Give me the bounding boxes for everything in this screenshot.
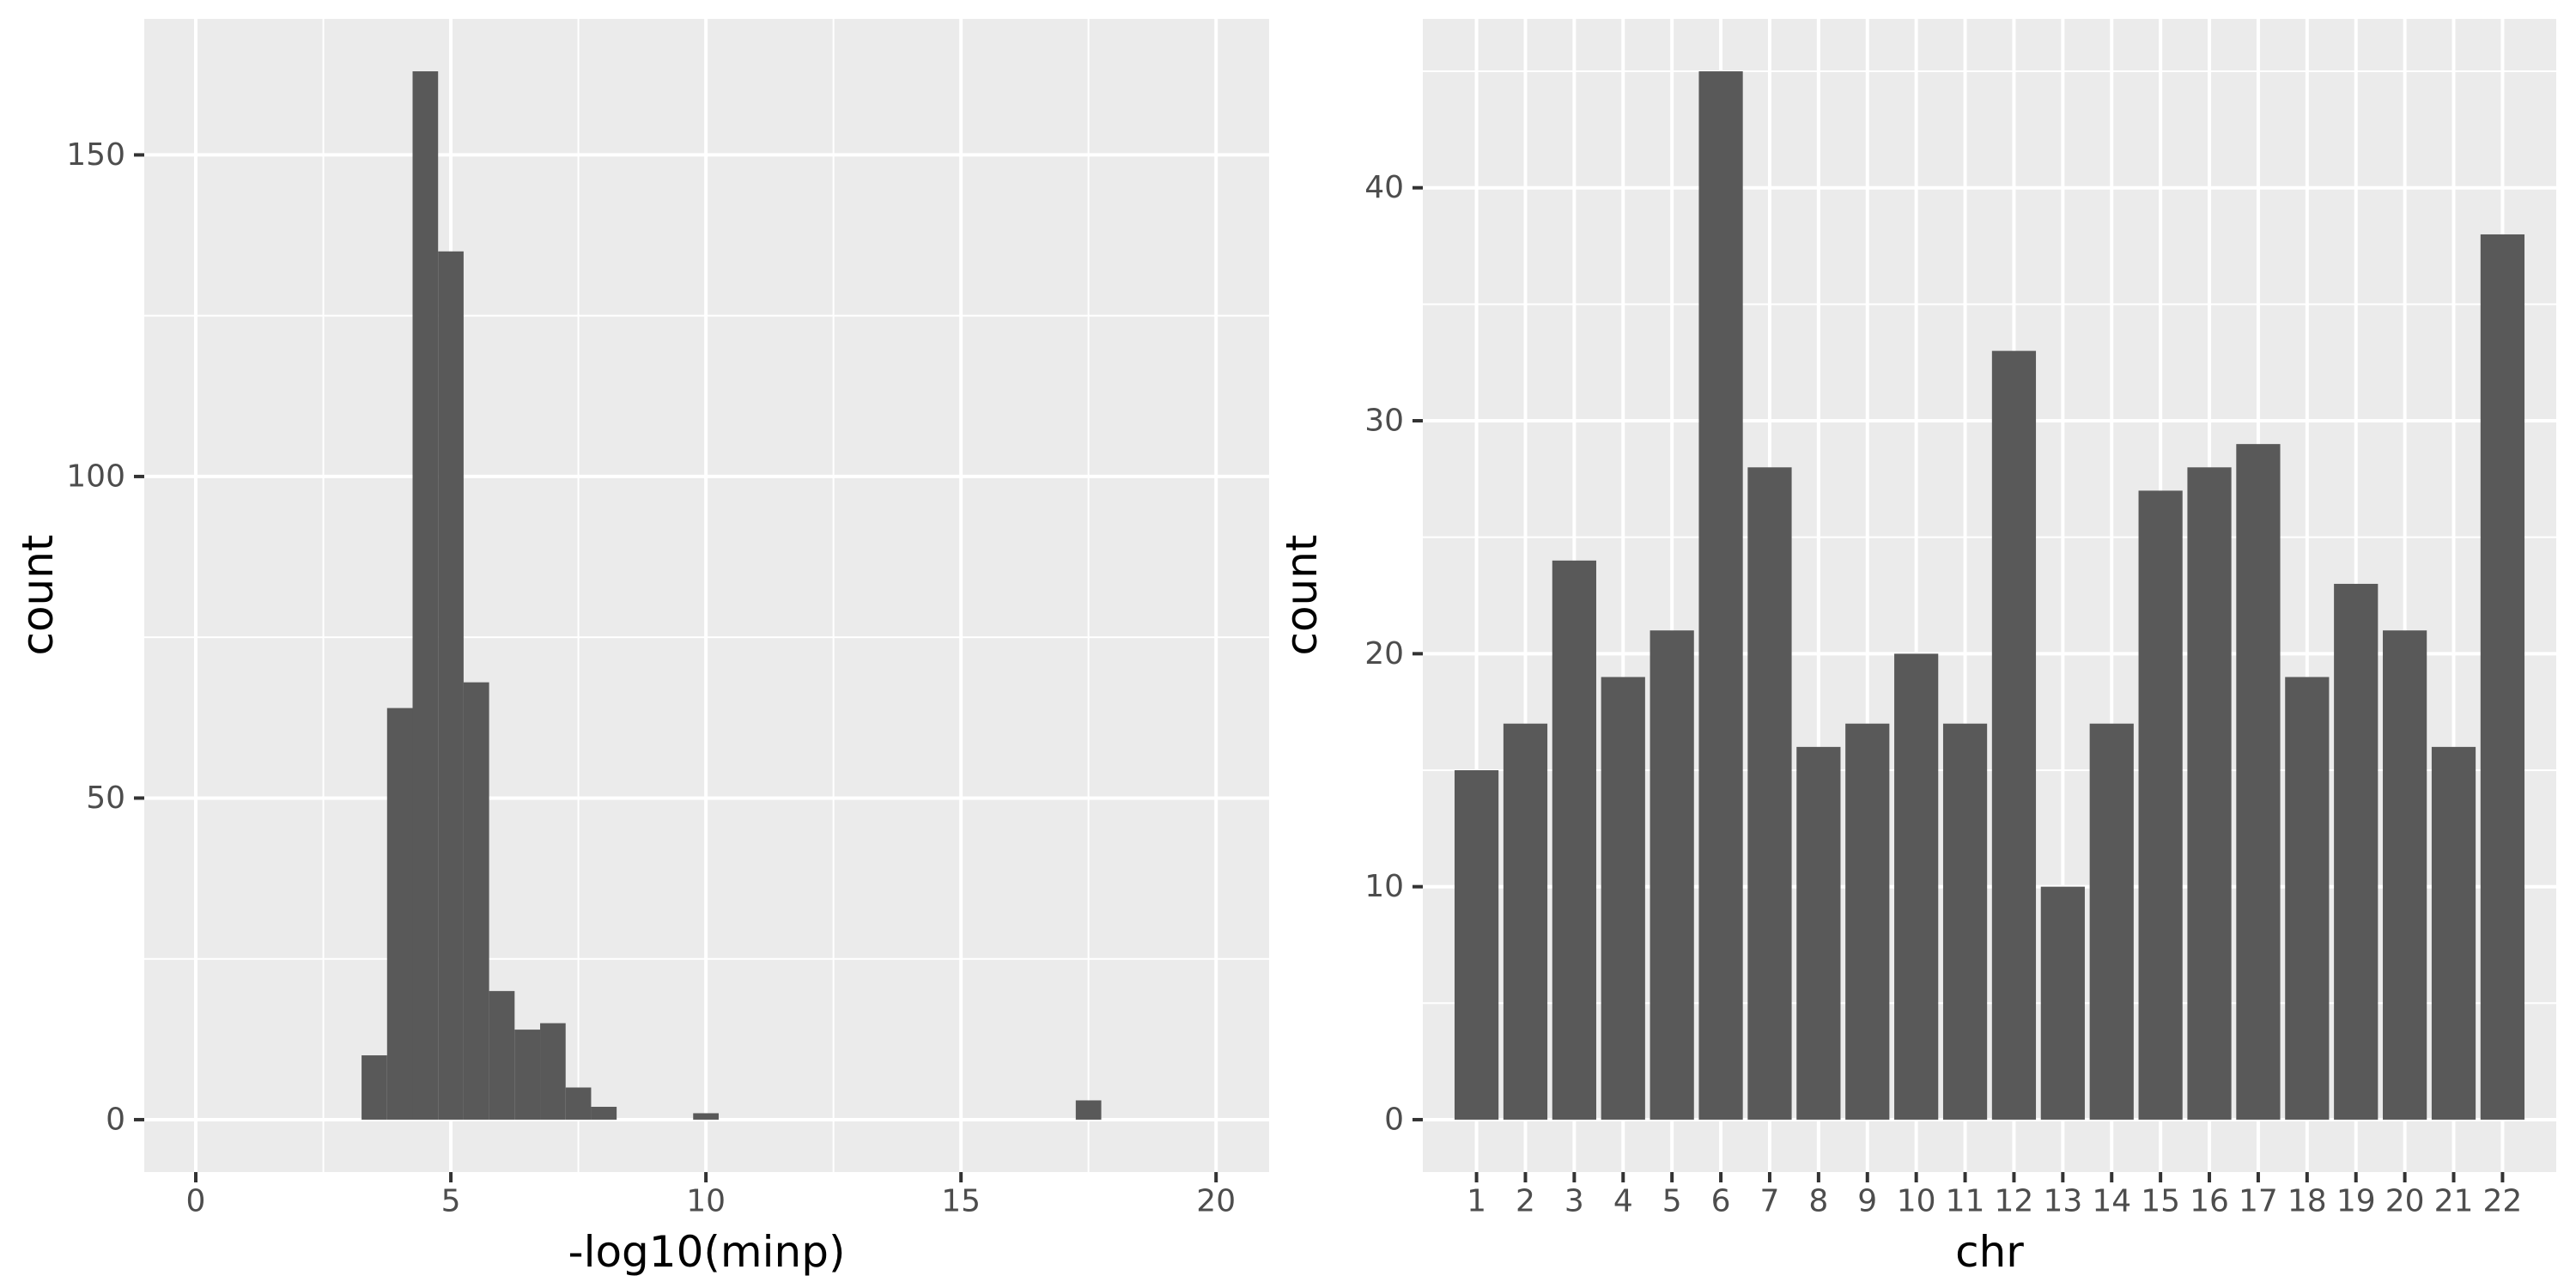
histogram-bars <box>361 71 1102 1120</box>
x-tick-label: 20 <box>2385 1184 2425 1219</box>
chr-bar <box>1894 653 1939 1120</box>
y-axis-title: count <box>13 534 63 655</box>
x-axis-title: -log10(minp) <box>568 1227 846 1277</box>
x-tick-label: 15 <box>941 1184 981 1219</box>
x-tick-label: 2 <box>1516 1184 1535 1219</box>
x-tick-label: 9 <box>1857 1184 1877 1219</box>
x-tick-label: 10 <box>686 1184 726 1219</box>
x-tick-label: 1 <box>1467 1184 1486 1219</box>
histogram-bar <box>540 1023 566 1120</box>
minp-histogram-chart: 0 50 100 150 0 5 10 15 20 -log10(minp) count <box>13 19 1269 1277</box>
x-tick-label: 13 <box>2043 1184 2082 1219</box>
chr-bar <box>2285 677 2330 1120</box>
chr-bar <box>1601 677 1645 1120</box>
chr-bars <box>1454 71 2525 1120</box>
chr-bar <box>1503 723 1548 1120</box>
x-tick-label: 22 <box>2483 1184 2523 1219</box>
y-tick-label: 0 <box>1384 1102 1404 1137</box>
y-tick-label: 20 <box>1364 636 1404 671</box>
chr-bar <box>1845 723 1890 1120</box>
chr-bar <box>2431 746 2476 1120</box>
histogram-bar <box>514 1030 541 1120</box>
x-tick-label: 8 <box>1808 1184 1828 1219</box>
chr-bar <box>1698 71 1743 1120</box>
x-tick-label: 3 <box>1564 1184 1584 1219</box>
y-tick-label: 150 <box>66 137 125 173</box>
chr-bar <box>2187 467 2232 1120</box>
y-tick-label: 50 <box>86 781 125 816</box>
x-tick-label: 10 <box>1897 1184 1936 1219</box>
histogram-bar <box>438 251 464 1120</box>
x-tick-label: 7 <box>1760 1184 1780 1219</box>
chr-bar <box>1796 746 1841 1120</box>
x-tick-label: 5 <box>441 1184 461 1219</box>
x-tick-label: 19 <box>2336 1184 2376 1219</box>
axes: 0 50 100 150 0 5 10 15 20 <box>66 137 1236 1219</box>
chr-bar <box>2040 886 2085 1120</box>
chr-bar <box>1942 723 1988 1120</box>
x-tick-label: 5 <box>1662 1184 1682 1219</box>
chr-bar <box>2480 234 2525 1120</box>
chr-bar <box>1454 769 1499 1120</box>
x-tick-label: 15 <box>2141 1184 2180 1219</box>
histogram-bar <box>591 1106 617 1120</box>
chr-bar <box>2383 630 2427 1120</box>
histogram-bar <box>489 991 515 1120</box>
major-gridlines <box>144 19 1269 1172</box>
histogram-bar <box>565 1087 592 1120</box>
x-tick-label: 18 <box>2287 1184 2327 1219</box>
x-tick-label: 21 <box>2434 1184 2474 1219</box>
histogram-bar <box>386 708 413 1120</box>
x-tick-label: 16 <box>2190 1184 2229 1219</box>
y-tick-label: 100 <box>66 459 125 494</box>
y-tick-label: 0 <box>106 1102 125 1137</box>
chr-bar <box>1991 350 2037 1120</box>
x-axis-title: chr <box>1955 1227 2024 1277</box>
y-tick-label: 30 <box>1364 404 1404 439</box>
y-axis-title: count <box>1277 534 1327 655</box>
chr-bar <box>2236 444 2281 1120</box>
x-tick-label: 11 <box>1946 1184 1985 1219</box>
x-tick-label: 6 <box>1711 1184 1731 1219</box>
histogram-bar <box>463 682 489 1120</box>
histogram-bar <box>693 1113 719 1120</box>
chr-bar <box>2138 490 2183 1120</box>
chr-bar <box>1552 560 1596 1120</box>
x-tick-label: 0 <box>186 1184 206 1219</box>
chr-bar <box>1649 630 1694 1120</box>
histogram-bar <box>361 1055 387 1120</box>
histogram-bar <box>1075 1100 1102 1120</box>
x-tick-label: 17 <box>2239 1184 2278 1219</box>
chr-bar <box>2089 723 2134 1120</box>
y-tick-label: 40 <box>1364 170 1404 205</box>
x-tick-label: 14 <box>2092 1184 2131 1219</box>
x-tick-label: 12 <box>1995 1184 2034 1219</box>
x-tick-label: 4 <box>1613 1184 1633 1219</box>
x-tick-label: 20 <box>1196 1184 1236 1219</box>
chr-bar <box>2334 583 2379 1120</box>
y-tick-label: 10 <box>1364 869 1404 904</box>
chr-bar <box>1747 467 1792 1120</box>
histogram-bar <box>412 71 439 1120</box>
